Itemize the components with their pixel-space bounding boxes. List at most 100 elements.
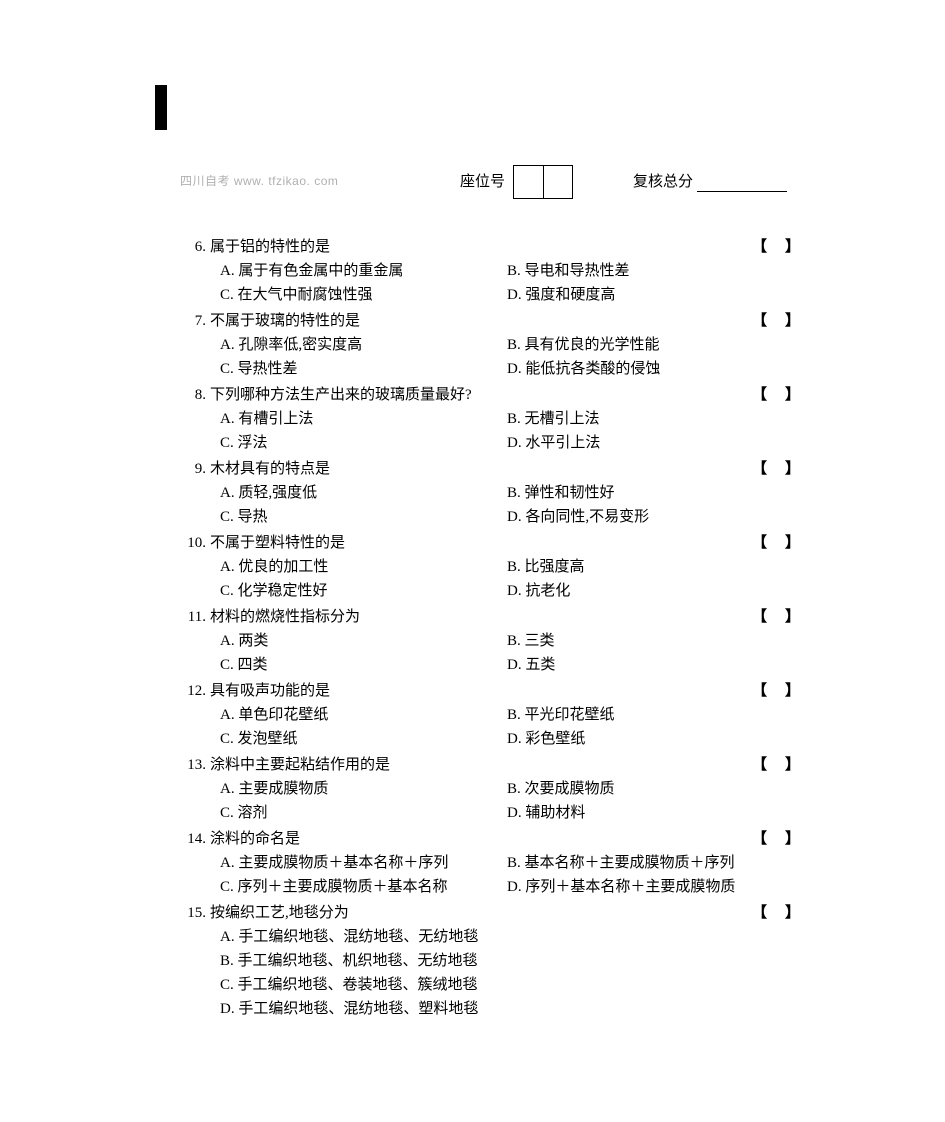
question-stem-row: 10.不属于塑料特性的是【】 [178,531,818,555]
question-text: 涂料的命名是 [210,827,752,851]
question-number: 10. [178,531,206,555]
option-b: B. 手工编织地毯、机织地毯、无纺地毯 [220,949,818,973]
questions-container: 6.属于铝的特性的是【】A. 属于有色金属中的重金属B. 导电和导热性差C. 在… [178,235,818,1023]
answer-bracket: 【】 [752,457,818,481]
header-row: 座位号 复核总分 [460,165,787,199]
answer-bracket: 【】 [752,753,818,777]
question-number: 12. [178,679,206,703]
option-b: B. 三类 [507,629,794,653]
question-number: 9. [178,457,206,481]
question-text: 不属于塑料特性的是 [210,531,752,555]
seat-number-box [513,165,573,199]
watermark-text: 四川自考 www. tfzikao. com [180,172,338,191]
review-score-line [697,173,787,192]
option-c: C. 溶剂 [220,801,507,825]
question-number: 7. [178,309,206,333]
question-options: A. 孔隙率低,密实度高B. 具有优良的光学性能C. 导热性差D. 能低抗各类酸… [220,333,818,381]
question-number: 14. [178,827,206,851]
question: 14.涂料的命名是【】A. 主要成膜物质＋基本名称＋序列B. 基本名称＋主要成膜… [178,827,818,899]
question-options: A. 质轻,强度低B. 弹性和韧性好C. 导热D. 各向同性,不易变形 [220,481,818,529]
seat-number-label: 座位号 [460,170,505,194]
option-b: B. 弹性和韧性好 [507,481,794,505]
review-score-label: 复核总分 [633,170,693,194]
question-stem: 15.按编织工艺,地毯分为 [178,901,752,925]
question-options: A. 主要成膜物质＋基本名称＋序列B. 基本名称＋主要成膜物质＋序列C. 序列＋… [220,851,818,899]
option-c: C. 序列＋主要成膜物质＋基本名称 [220,875,507,899]
question-stem: 12.具有吸声功能的是 [178,679,752,703]
option-d: D. 强度和硬度高 [507,283,794,307]
option-b: B. 次要成膜物质 [507,777,794,801]
question-options: A. 两类B. 三类C. 四类D. 五类 [220,629,818,677]
option-d: D. 序列＋基本名称＋主要成膜物质 [507,875,794,899]
option-a: A. 孔隙率低,密实度高 [220,333,507,357]
question: 9.木材具有的特点是【】A. 质轻,强度低B. 弹性和韧性好C. 导热D. 各向… [178,457,818,529]
question: 7.不属于玻璃的特性的是【】A. 孔隙率低,密实度高B. 具有优良的光学性能C.… [178,309,818,381]
option-b: B. 基本名称＋主要成膜物质＋序列 [507,851,794,875]
answer-bracket: 【】 [752,605,818,629]
question-number: 8. [178,383,206,407]
option-d: D. 抗老化 [507,579,794,603]
option-d: D. 彩色壁纸 [507,727,794,751]
question-options: A. 有槽引上法B. 无槽引上法C. 浮法D. 水平引上法 [220,407,818,455]
question: 6.属于铝的特性的是【】A. 属于有色金属中的重金属B. 导电和导热性差C. 在… [178,235,818,307]
option-a: A. 单色印花壁纸 [220,703,507,727]
option-b: B. 导电和导热性差 [507,259,794,283]
option-c: C. 手工编织地毯、卷装地毯、簇绒地毯 [220,973,818,997]
option-a: A. 两类 [220,629,507,653]
question-stem-row: 7.不属于玻璃的特性的是【】 [178,309,818,333]
question-stem: 7.不属于玻璃的特性的是 [178,309,752,333]
option-a: A. 有槽引上法 [220,407,507,431]
question-stem: 8.下列哪种方法生产出来的玻璃质量最好? [178,383,752,407]
question-text: 木材具有的特点是 [210,457,752,481]
question-number: 11. [178,605,206,629]
option-c: C. 导热性差 [220,357,507,381]
question-text: 材料的燃烧性指标分为 [210,605,752,629]
question-number: 15. [178,901,206,925]
question-text: 不属于玻璃的特性的是 [210,309,752,333]
option-c: C. 化学稳定性好 [220,579,507,603]
left-black-tab [155,85,167,130]
question: 8.下列哪种方法生产出来的玻璃质量最好?【】A. 有槽引上法B. 无槽引上法C.… [178,383,818,455]
question-text: 涂料中主要起粘结作用的是 [210,753,752,777]
question-stem: 13.涂料中主要起粘结作用的是 [178,753,752,777]
option-b: B. 具有优良的光学性能 [507,333,794,357]
question-stem-row: 8.下列哪种方法生产出来的玻璃质量最好?【】 [178,383,818,407]
option-b: B. 无槽引上法 [507,407,794,431]
option-a: A. 主要成膜物质 [220,777,507,801]
question-stem-row: 12.具有吸声功能的是【】 [178,679,818,703]
question-stem: 11.材料的燃烧性指标分为 [178,605,752,629]
exam-page: 四川自考 www. tfzikao. com 座位号 复核总分 6.属于铝的特性… [0,0,945,1122]
option-b: B. 比强度高 [507,555,794,579]
answer-bracket: 【】 [752,827,818,851]
question-stem-row: 9.木材具有的特点是【】 [178,457,818,481]
option-a: A. 质轻,强度低 [220,481,507,505]
question-stem: 10.不属于塑料特性的是 [178,531,752,555]
option-a: A. 手工编织地毯、混纺地毯、无纺地毯 [220,925,818,949]
question-stem: 6.属于铝的特性的是 [178,235,752,259]
option-c: C. 四类 [220,653,507,677]
question: 15.按编织工艺,地毯分为【】A. 手工编织地毯、混纺地毯、无纺地毯B. 手工编… [178,901,818,1021]
option-d: D. 各向同性,不易变形 [507,505,794,529]
answer-bracket: 【】 [752,235,818,259]
option-c: C. 浮法 [220,431,507,455]
option-c: C. 发泡壁纸 [220,727,507,751]
question-options: A. 主要成膜物质B. 次要成膜物质C. 溶剂D. 辅助材料 [220,777,818,825]
question-options: A. 优良的加工性B. 比强度高C. 化学稳定性好D. 抗老化 [220,555,818,603]
question-stem-row: 15.按编织工艺,地毯分为【】 [178,901,818,925]
option-d: D. 能低抗各类酸的侵蚀 [507,357,794,381]
question: 11.材料的燃烧性指标分为【】A. 两类B. 三类C. 四类D. 五类 [178,605,818,677]
answer-bracket: 【】 [752,383,818,407]
question-stem-row: 6.属于铝的特性的是【】 [178,235,818,259]
option-c: C. 导热 [220,505,507,529]
question-text: 下列哪种方法生产出来的玻璃质量最好? [210,383,752,407]
question-number: 13. [178,753,206,777]
question-stem-row: 14.涂料的命名是【】 [178,827,818,851]
answer-bracket: 【】 [752,531,818,555]
question: 12.具有吸声功能的是【】A. 单色印花壁纸B. 平光印花壁纸C. 发泡壁纸D.… [178,679,818,751]
question-stem-row: 13.涂料中主要起粘结作用的是【】 [178,753,818,777]
question: 10.不属于塑料特性的是【】A. 优良的加工性B. 比强度高C. 化学稳定性好D… [178,531,818,603]
option-a: A. 主要成膜物质＋基本名称＋序列 [220,851,507,875]
option-d: D. 水平引上法 [507,431,794,455]
answer-bracket: 【】 [752,309,818,333]
question-stem: 9.木材具有的特点是 [178,457,752,481]
